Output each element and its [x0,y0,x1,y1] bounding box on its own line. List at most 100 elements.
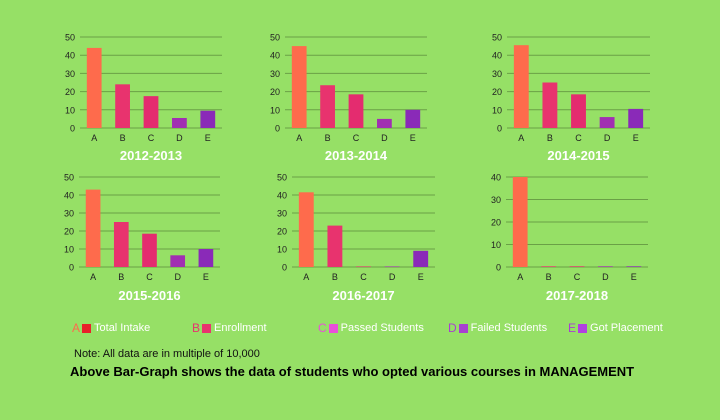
y-tick-label: 20 [492,87,502,97]
y-tick-label: 10 [277,245,287,255]
bar-b [320,85,335,128]
y-tick-label: 30 [277,209,287,219]
bar-b [113,222,129,267]
charts-area: 0 10 20 30 40 50 A B C D E 2012-2013 0 10 20 30 40 50 A B C D… [64,33,650,303]
x-tick-label: D [389,272,396,282]
x-tick-label: E [418,272,424,282]
x-tick-label: A [518,133,524,143]
x-tick-label: B [547,133,553,143]
bar-a [86,47,102,128]
bar-a [298,192,314,267]
legend-letter: E [568,321,577,335]
y-tick-label: 0 [497,124,502,134]
bar-b [541,266,556,267]
x-tick-label: E [633,133,639,143]
bar-e [626,266,642,267]
x-tick-label: B [120,133,126,143]
x-tick-label: D [176,133,183,143]
y-tick-label: 30 [270,69,280,79]
x-tick-label: E [410,133,416,143]
bar-a [85,189,101,267]
y-tick-label: 10 [492,105,502,115]
bar-e [628,108,644,128]
bar-c [142,233,157,267]
legend-label: Total Intake [94,322,151,334]
x-tick-label: A [91,133,97,143]
bar-d [598,266,613,267]
y-tick-label: 0 [275,124,280,134]
y-tick-label: 40 [64,191,74,201]
x-tick-label: C [353,133,360,143]
legend-swatch [578,323,588,333]
x-tick-label: A [303,272,309,282]
x-tick-label: B [546,272,552,282]
y-tick-label: 0 [282,263,287,273]
bar-e [198,249,214,267]
bar-charts-svg: 0 10 20 30 40 50 A B C D E 2012-2013 0 10 20 30 40 50 A B C D… [64,33,650,303]
bar-b [327,225,343,267]
bar-a [291,46,307,128]
legend-letter: D [448,321,457,335]
x-tick-label: C [574,272,581,282]
legend-swatch [328,323,338,333]
y-tick-label: 50 [270,33,280,43]
bar-c [571,94,586,128]
bar-d [384,266,400,268]
y-tick-label: 40 [270,51,280,61]
y-tick-label: 50 [492,33,502,43]
legend-swatch [202,323,212,333]
legend-label: Passed Students [340,322,424,334]
legend-label: Got Placement [590,322,663,334]
legend-letter: A [72,321,81,335]
bar-a [513,45,529,128]
y-tick-label: 30 [491,195,501,205]
bar-b [115,84,130,128]
x-tick-label: E [203,272,209,282]
x-tick-label: D [174,272,181,282]
bar-e [200,110,216,128]
legend-item-passed-students: C Passed Students [318,320,424,336]
y-tick-label: 20 [65,87,75,97]
legend-swatch [458,323,468,333]
chart-title: 2013-2014 [325,148,388,163]
legend-swatch [82,323,92,333]
y-tick-label: 40 [492,51,502,61]
bar-c [356,266,371,268]
chart-title: 2014-2015 [547,148,609,163]
bar-c [143,96,159,128]
legend-label: Failed Students [470,322,548,334]
x-tick-label: C [146,272,153,282]
y-tick-label: 10 [270,105,280,115]
chart-title: 2015-2016 [118,288,180,303]
bar-d [599,117,615,128]
bar-c [348,94,364,128]
bar-c [569,266,585,267]
x-tick-label: C [148,133,155,143]
chart-caption: Above Bar-Graph shows the data of studen… [70,364,635,379]
chart-title: 2016-2017 [332,288,394,303]
x-tick-label: D [602,272,609,282]
y-tick-label: 0 [69,263,74,273]
legend-item-got-placement: E Got Placement [568,320,663,336]
bar-d [172,117,187,128]
y-tick-label: 40 [65,51,75,61]
y-tick-label: 50 [65,33,75,43]
legend-label: Enrollment [214,322,267,334]
x-tick-label: A [90,272,96,282]
x-tick-label: E [631,272,637,282]
x-tick-label: D [604,133,611,143]
x-tick-label: A [296,133,302,143]
x-tick-label: C [575,133,582,143]
x-tick-label: B [118,272,124,282]
x-tick-label: B [325,133,331,143]
bar-d [377,118,392,128]
x-tick-label: E [205,133,211,143]
legend-item-failed-students: D Failed Students [448,320,547,336]
bar-b [542,82,558,128]
x-tick-label: B [332,272,338,282]
y-tick-label: 40 [277,191,287,201]
y-tick-label: 20 [64,227,74,237]
y-tick-label: 0 [70,124,75,134]
y-tick-label: 10 [65,105,75,115]
y-tick-label: 20 [270,87,280,97]
